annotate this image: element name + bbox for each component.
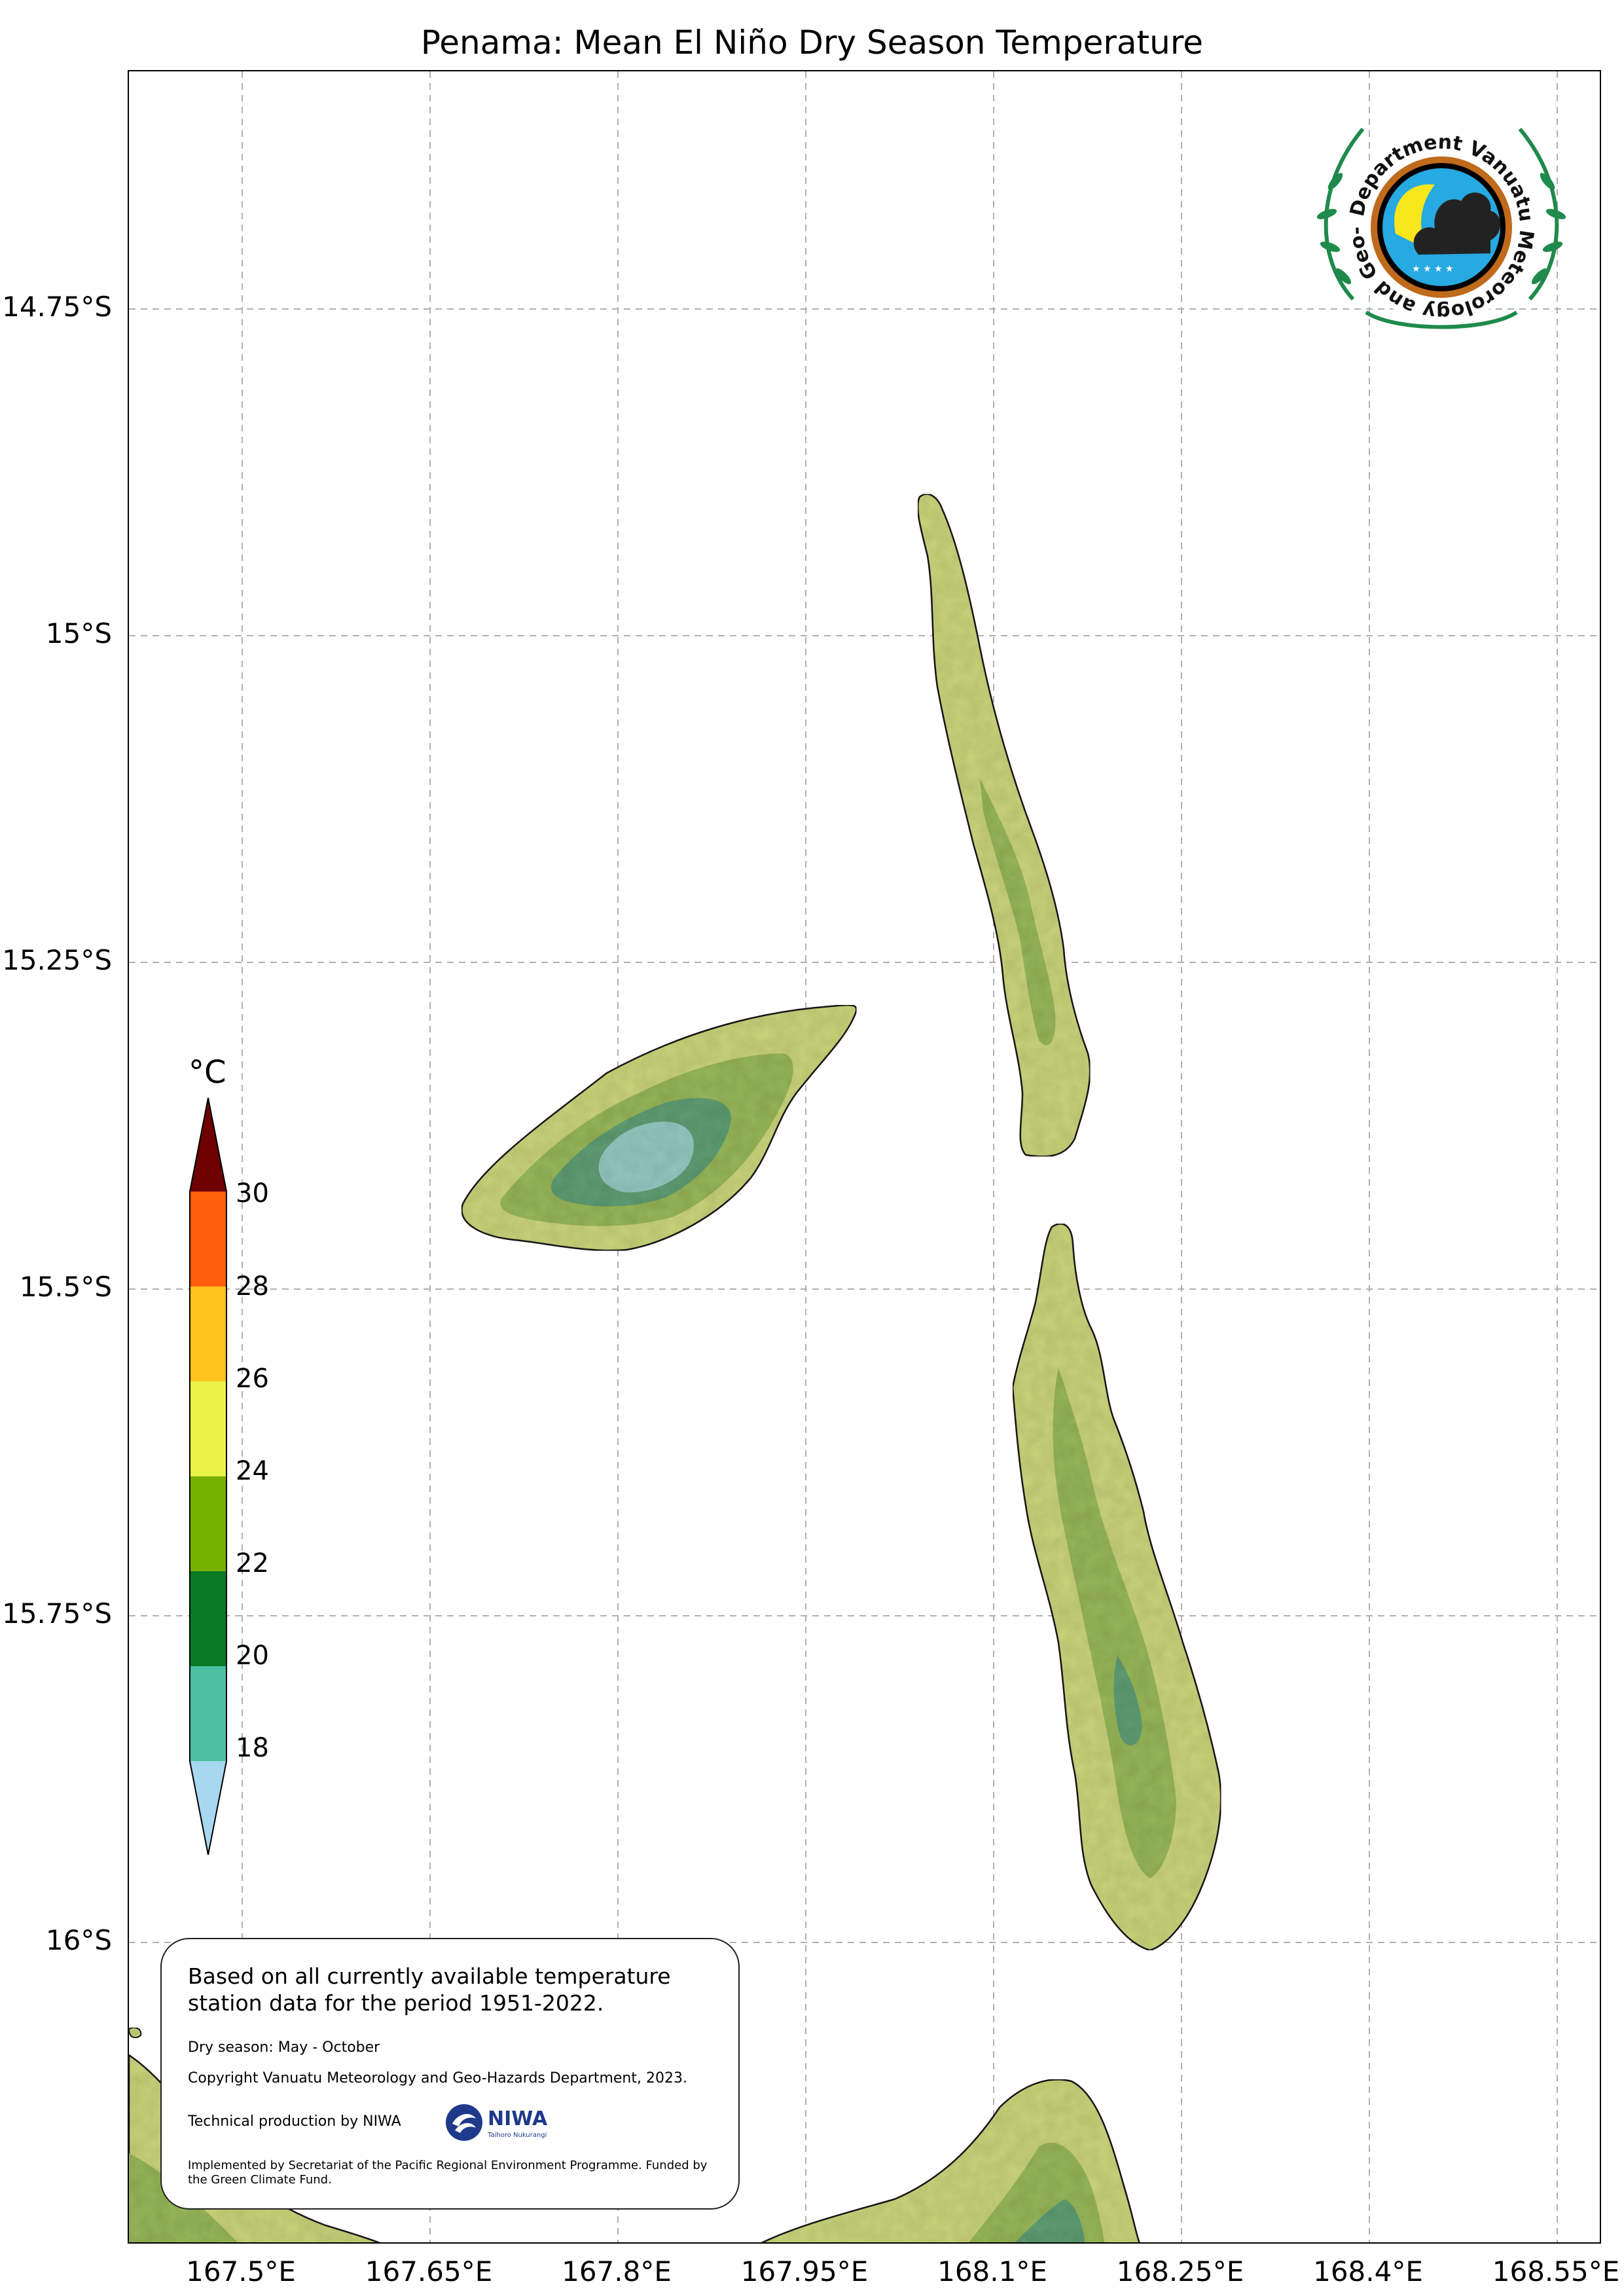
lon-label: 167.95°E <box>740 2255 869 2287</box>
lon-label: 167.8°E <box>562 2255 672 2287</box>
colorbar-bin <box>190 1192 226 1287</box>
colorbar-tick: 26 <box>236 1364 269 1394</box>
info-box: Based on all currently available tempera… <box>160 1938 740 2210</box>
map-frame: ★ ★ ★ ★ Department Vanuatu Meteorology a… <box>128 70 1601 2244</box>
island-maewo <box>916 493 1091 1157</box>
lat-label: 15.5°S <box>19 1271 112 1303</box>
lat-label: 15.25°S <box>2 944 112 976</box>
colorbar-tick: 22 <box>236 1548 269 1578</box>
niwa-logo-icon: NIWA Taihoro Nukurangi <box>446 2104 548 2141</box>
lat-label: 14.75°S <box>2 291 112 323</box>
svg-text:★ ★ ★ ★: ★ ★ ★ ★ <box>1412 264 1454 274</box>
colorbar-bin <box>190 1286 226 1382</box>
colorbar-tick: 24 <box>236 1456 269 1486</box>
lat-label: 15°S <box>45 617 112 649</box>
colorbar-bin <box>190 1381 226 1477</box>
island-south-east <box>761 2079 1140 2242</box>
info-main-text: Based on all currently available tempera… <box>188 1963 671 2016</box>
colorbar-bin <box>190 1476 226 1572</box>
island-ambae <box>461 1004 857 1252</box>
lon-label: 168.25°E <box>1116 2255 1244 2287</box>
island-pentecost <box>1011 1223 1222 1952</box>
colorbar-tick: 30 <box>236 1178 269 1209</box>
map-canvas <box>129 71 1600 2242</box>
info-implemented: Implemented by Secretariat of the Pacifi… <box>188 2159 708 2187</box>
colorbar-bin <box>190 1571 226 1667</box>
colorbar-tick: 18 <box>236 1733 269 1763</box>
colorbar-bin <box>190 1761 226 1855</box>
colorbar-tick: 28 <box>236 1271 269 1302</box>
svg-text:Taihoro Nukurangi: Taihoro Nukurangi <box>487 2132 547 2139</box>
lon-label: 167.65°E <box>365 2255 493 2287</box>
lat-label: 16°S <box>45 1924 112 1956</box>
map-title: Penama: Mean El Niño Dry Season Temperat… <box>420 24 1204 62</box>
department-logo-icon: ★ ★ ★ ★ Department Vanuatu Meteorology a… <box>1304 103 1566 329</box>
lon-label: 168.1°E <box>937 2255 1047 2287</box>
colorbar-bin <box>190 1098 226 1192</box>
info-copyright: Copyright Vanuatu Meteorology and Geo-Ha… <box>188 2070 687 2086</box>
lon-label: 168.4°E <box>1313 2255 1423 2287</box>
lon-label: 168.55°E <box>1492 2255 1620 2287</box>
lat-label: 15.75°S <box>2 1597 112 1630</box>
info-dry-season: Dry season: May - October <box>188 2039 380 2056</box>
colorbar-bin <box>190 1666 226 1762</box>
lon-label: 167.5°E <box>186 2255 296 2287</box>
gridlines <box>129 71 1600 2242</box>
svg-text:NIWA: NIWA <box>488 2107 548 2130</box>
colorbar <box>189 1097 227 1855</box>
colorbar-unit: °C <box>189 1054 226 1091</box>
info-technical: Technical production by NIWA <box>188 2113 401 2130</box>
colorbar-tick: 20 <box>236 1641 269 1671</box>
